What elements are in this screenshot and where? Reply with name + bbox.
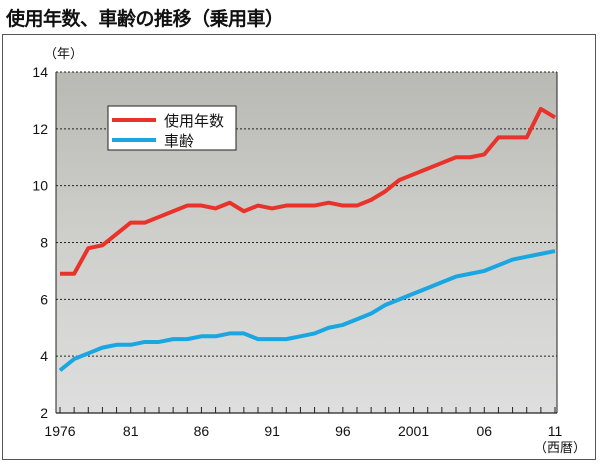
y-tick-label: 2 — [40, 405, 48, 421]
legend-label-vehicle-age: 車齢 — [164, 132, 194, 150]
y-tick-label: 12 — [32, 121, 48, 137]
y-tick-label: 8 — [40, 235, 48, 251]
x-tick-label: 81 — [123, 423, 139, 439]
y-tick-label: 4 — [40, 348, 48, 364]
legend-box — [107, 105, 237, 151]
x-tick-label: 2001 — [398, 423, 429, 439]
x-tick-label: 06 — [476, 423, 492, 439]
series-line-vehicle-age — [58, 249, 556, 372]
y-tick-label: 6 — [40, 291, 48, 307]
x-axis-unit: （西暦） — [534, 441, 586, 456]
y-axis-unit: （年） — [44, 47, 83, 62]
legend-label-usage-years: 使用年数 — [164, 112, 224, 130]
x-tick-label: 1976 — [44, 423, 75, 439]
series-line-usage-years — [60, 106, 557, 276]
chart-title: 使用年数、車齢の推移（乗用車） — [6, 8, 284, 30]
chart-frame — [2, 34, 596, 460]
y-tick-label: 10 — [32, 178, 48, 194]
y-tick-label: 14 — [32, 64, 48, 80]
x-tick-label: 96 — [335, 423, 351, 439]
legend: 使用年数 車齢 — [107, 105, 237, 151]
x-tick-label: 91 — [264, 423, 280, 439]
x-tick-label: 86 — [194, 423, 210, 439]
x-tick-label: 11 — [548, 423, 563, 439]
